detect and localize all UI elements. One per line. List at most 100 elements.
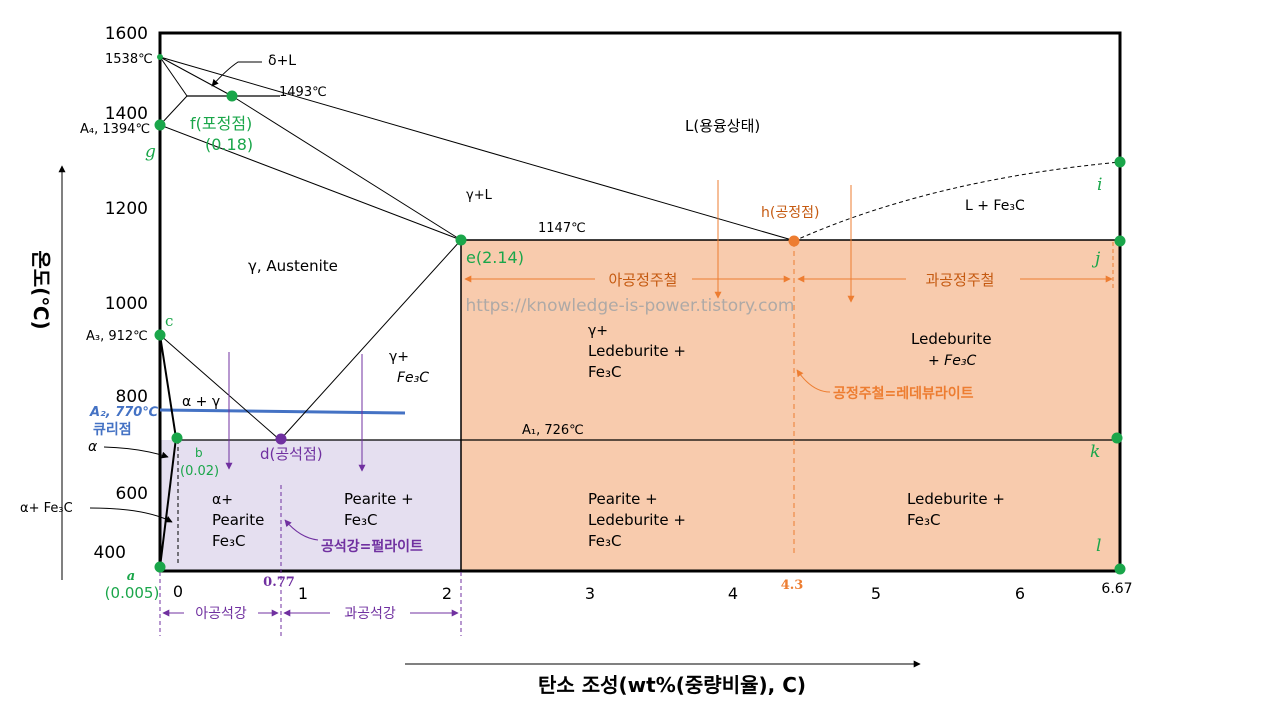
alpha-fe3c-pointer-arrow [89,507,173,523]
region-gamma-led-3: Fe₃C [588,363,622,381]
region-ap-1: α+ [212,492,233,508]
point-i [1114,156,1126,168]
region-lf-2: Fe₃C [907,511,941,529]
x-tick-6: 6 [1015,584,1025,603]
y-axis-title: 온도(℃) [29,250,53,329]
y-tick-1200: 1200 [105,199,148,219]
label-l: l [1096,536,1101,556]
region-gamma-led-1: γ+ [588,323,608,339]
y-tick-1000: 1000 [105,294,148,314]
y-tick-800: 800 [116,387,148,407]
region-alpha-gamma: α + γ [182,394,220,410]
region-lf-1: Ledeburite + [907,490,1005,508]
temp-a4: A₄, 1394℃ [80,122,150,137]
point-f [226,90,238,102]
label-i: i [1097,175,1102,195]
eutectic-cast-iron-note: 공정주철=레데뷰라이트 [833,385,974,402]
temp-1538: 1538℃ [105,52,153,67]
region-plf-2: Ledeburite + [588,511,686,529]
x-label-0-77: 0.77 [263,575,295,590]
phase-boundaries [159,33,1122,571]
steel-pearlite-region [160,440,461,571]
region-ap-3: Fe₃C [212,532,246,550]
hypereutectoid-label: 과공석강 [344,606,396,622]
x-tick-5: 5 [871,584,881,603]
liquidus-fe3c-dashed [793,161,1121,242]
region-plf-3: Fe₃C [588,532,622,550]
point-h [788,235,800,247]
x-axis-title: 탄소 조성(wt%(중량비율), C) [538,673,806,697]
label-c: c [165,312,173,330]
region-liquid: L(용융상태) [685,117,760,135]
label-f: f(포정점) [190,114,252,133]
x-tick-1: 1 [298,584,308,603]
point-l [1114,563,1126,575]
curie-line-a2 [159,408,406,415]
eutectoid-steel-note: 공석강=펄라이트 [321,538,423,555]
y-tick-600: 600 [116,484,148,504]
y-tick-400: 400 [94,543,126,563]
label-j: j [1091,249,1101,269]
region-pf-1: Pearite + [344,490,414,508]
region-austenite: γ, Austenite [248,257,338,275]
point-g [154,119,166,131]
curie-point-label: 큐리점 [93,421,132,438]
x-tick-labels: 0 1 2 3 4 5 6 6.67 [173,581,1133,603]
temp-1493: 1493℃ [279,85,327,100]
hypoeutectoid-label: 아공석강 [195,606,247,622]
point-1538 [157,54,163,60]
y-tick-labels: 1600 1400 1200 1000 800 600 400 [94,24,148,563]
point-c [154,329,166,341]
x-tick-4: 4 [728,584,738,603]
region-gamma-led-2: Ledeburite + [588,342,686,360]
cast-iron-region [461,240,1120,571]
region-pf-2: Fe₃C [344,511,378,529]
region-l-fe3c: L + Fe₃C [965,198,1025,214]
eutectic-note-arrow [796,369,831,393]
x-tick-6-67: 6.67 [1101,581,1132,597]
region-gamma-fe3c-1: γ+ [389,349,409,365]
phase-points [154,54,1126,575]
hypereutectic-label: 과공정주철 [925,271,994,289]
region-gamma-l: γ+L [466,188,493,203]
label-h: h(공정점) [761,205,819,221]
region-alpha-fe3c: α+ Fe₃C [20,501,73,516]
point-e [455,234,467,246]
region-alpha: α [88,439,98,455]
point-d [275,433,287,445]
temp-a2: A₂, 770℃ [89,405,158,420]
temp-a3: A₃, 912℃ [86,329,148,344]
label-k: k [1090,442,1100,462]
label-a: a [127,569,135,584]
y-tick-1400: 1400 [105,104,148,124]
point-b [171,432,183,444]
region-led-fe3c-2: + Fe₃C [928,353,976,369]
hypoeutectic-label: 아공정주철 [608,271,677,289]
region-gamma-fe3c-2: Fe₃C [397,370,429,386]
region-led-fe3c-1: Ledeburite [911,330,992,348]
point-a [154,561,166,573]
x-tick-0: 0 [173,582,183,601]
label-b: b [195,446,203,460]
region-ap-2: Pearite [212,511,264,529]
label-d: d(공석점) [260,445,323,463]
label-f-value: (0.18) [205,135,253,154]
delta-l-arrow [211,61,262,87]
watermark: https://knowledge-is-power.tistory.com [466,296,795,316]
eutectoid-note-arrow [284,519,319,541]
x-tick-2: 2 [442,584,452,603]
point-k [1111,432,1123,444]
region-delta-l: δ+L [268,53,296,69]
label-a-value: (0.005) [105,584,160,602]
region-plf-1: Pearite + [588,490,658,508]
temp-1147: 1147℃ [538,221,586,236]
point-j [1114,235,1126,247]
temp-a1: A₁, 726℃ [522,423,584,438]
label-b-value: (0.02) [180,464,219,479]
label-g: g [145,142,156,162]
alpha-pointer-arrow [103,446,169,459]
x-tick-3: 3 [585,584,595,603]
y-tick-1600: 1600 [105,24,148,44]
x-label-4-3: 4.3 [781,578,804,593]
